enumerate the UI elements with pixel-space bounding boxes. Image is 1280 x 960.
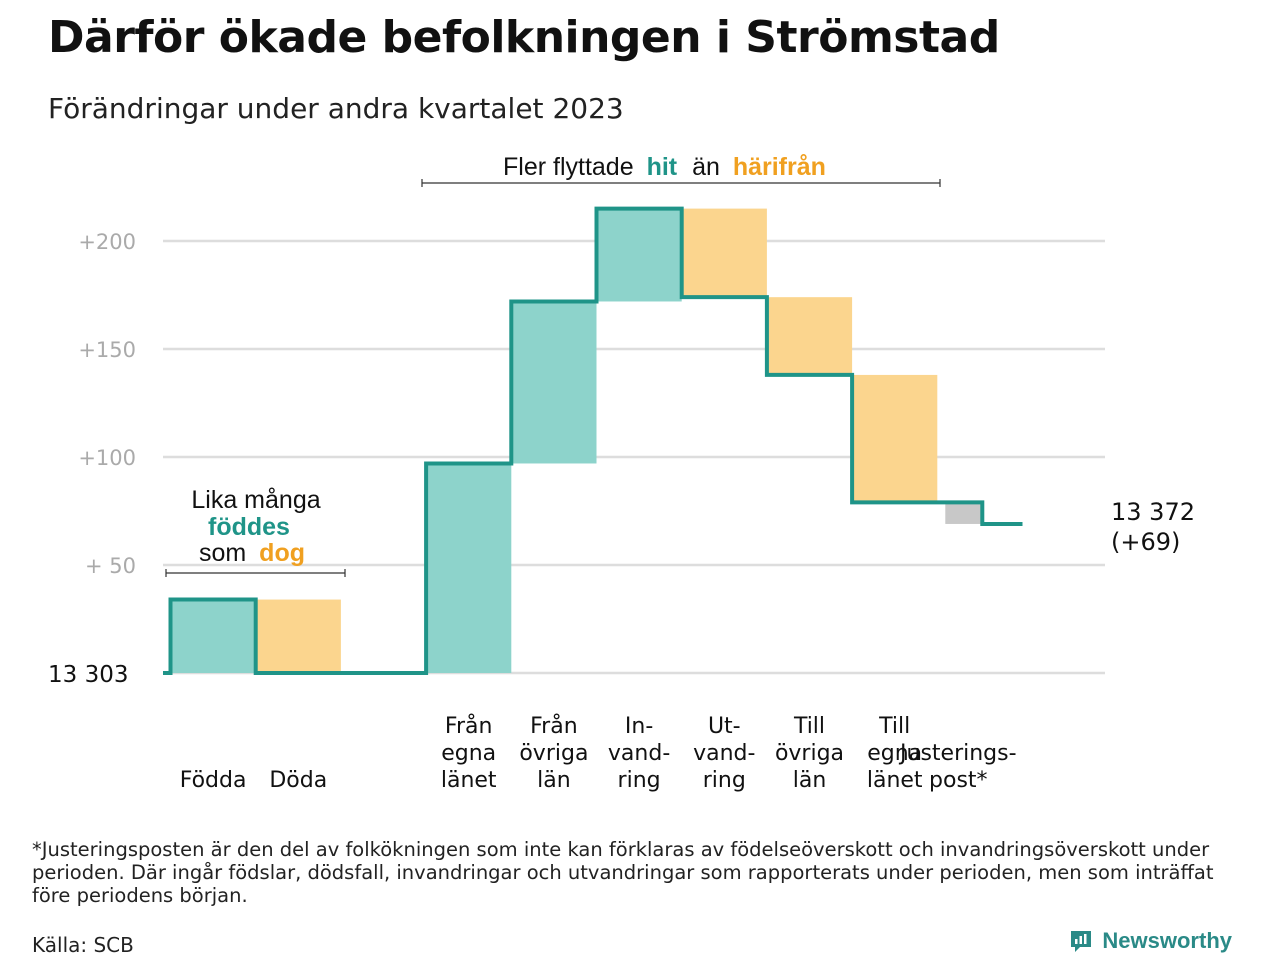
bar-increase xyxy=(170,599,256,673)
category-label: Födda xyxy=(180,768,247,793)
category-label: post* xyxy=(929,768,988,793)
bar-adjustment xyxy=(945,502,983,524)
category-label: vand- xyxy=(608,741,670,766)
category-label: Till xyxy=(878,714,910,739)
brand-logo[interactable]: Newsworthy xyxy=(1068,928,1232,954)
top-harifran: härifrån xyxy=(733,153,826,181)
category-label: länet xyxy=(867,768,923,793)
cumulative-step-line xyxy=(163,206,1023,675)
chart-title: Därför ökade befolkningen i Strömstad xyxy=(48,12,1000,63)
bar-decrease xyxy=(766,297,853,375)
category-label: Till xyxy=(793,714,825,739)
top-annotation: Fler flyttade hit än härifrån xyxy=(421,153,941,187)
category-label: övriga xyxy=(519,741,588,766)
left-foddes: föddes xyxy=(208,513,290,541)
category-label: Från xyxy=(445,713,493,739)
source-credit: Källa: SCB xyxy=(32,933,134,957)
left-line3: som dog xyxy=(199,539,305,567)
brand-name: Newsworthy xyxy=(1102,928,1232,953)
y-tick-label: +200 xyxy=(78,230,136,254)
category-label: Från xyxy=(530,713,578,739)
bar-decrease xyxy=(255,599,341,673)
bar-decrease xyxy=(852,374,938,503)
category-label: Döda xyxy=(269,768,327,793)
start-value-label: 13 303 xyxy=(48,662,128,688)
y-tick-label: + 50 xyxy=(85,554,136,578)
footnote: *Justeringsposten är den del av folkökni… xyxy=(32,838,1214,907)
y-tick-label: +100 xyxy=(78,446,136,470)
bar-decrease xyxy=(681,208,767,298)
newsworthy-icon xyxy=(1071,931,1092,952)
category-label: län xyxy=(537,768,571,793)
top-mid: än xyxy=(692,153,720,181)
top-prefix: Fler flyttade xyxy=(503,153,634,181)
step-line-layer xyxy=(163,206,1023,675)
end-value-label: 13 372 xyxy=(1111,498,1195,526)
top-annotation-text: Fler flyttade hit än härifrån xyxy=(503,153,826,181)
category-label: Ut- xyxy=(708,714,741,739)
end-change-label: (+69) xyxy=(1111,528,1180,556)
top-hit: hit xyxy=(647,153,678,181)
category-label: ring xyxy=(703,768,746,793)
category-label: län xyxy=(793,768,827,793)
category-label: övriga xyxy=(775,741,844,766)
bar-increase xyxy=(596,208,682,302)
category-label: egna xyxy=(441,741,496,766)
category-label: vand- xyxy=(693,741,755,766)
category-label: länet xyxy=(441,768,497,793)
bar-increase xyxy=(511,301,597,464)
y-tick-label: +150 xyxy=(78,338,136,362)
bar-increase xyxy=(426,463,512,673)
left-dog: dog xyxy=(259,539,305,567)
left-annotation: Lika många föddes som dog xyxy=(165,486,346,577)
left-som: som xyxy=(199,539,246,567)
category-label: egna xyxy=(867,741,922,766)
bars xyxy=(170,208,983,673)
category-label: Justerings- xyxy=(898,741,1017,766)
category-label: In- xyxy=(625,714,653,739)
left-line1: Lika många xyxy=(191,486,320,514)
category-label: ring xyxy=(618,768,661,793)
chart-subtitle: Förändringar under andra kvartalet 2023 xyxy=(48,92,624,125)
